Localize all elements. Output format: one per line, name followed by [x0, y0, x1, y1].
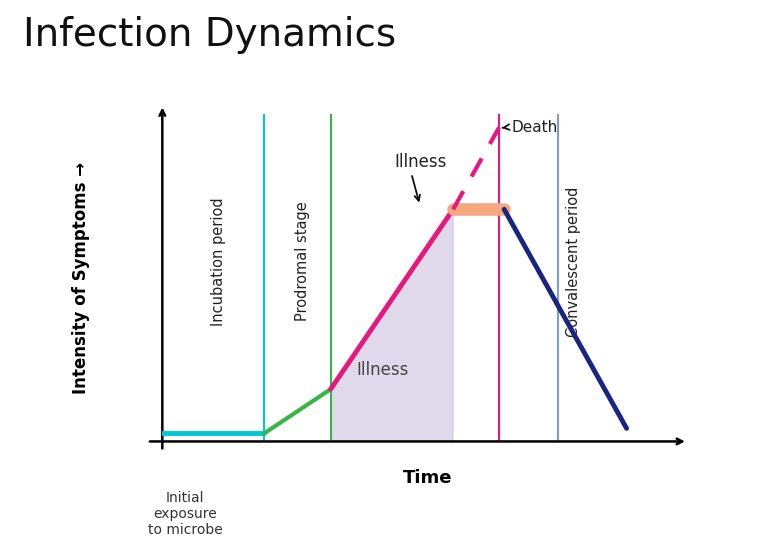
Text: Infection Dynamics: Infection Dynamics	[23, 16, 397, 54]
Text: Intensity of Symptoms →: Intensity of Symptoms →	[72, 162, 90, 394]
Text: Illness: Illness	[356, 360, 409, 379]
Text: Initial
exposure
to microbe: Initial exposure to microbe	[148, 490, 223, 537]
Text: Time: Time	[403, 469, 452, 487]
Text: Incubation period: Incubation period	[211, 197, 226, 326]
Text: Illness: Illness	[394, 153, 447, 171]
Text: Prodromal stage: Prodromal stage	[295, 202, 310, 322]
Text: Death: Death	[512, 120, 558, 135]
Polygon shape	[331, 209, 453, 441]
Text: Convalescent period: Convalescent period	[566, 186, 581, 337]
